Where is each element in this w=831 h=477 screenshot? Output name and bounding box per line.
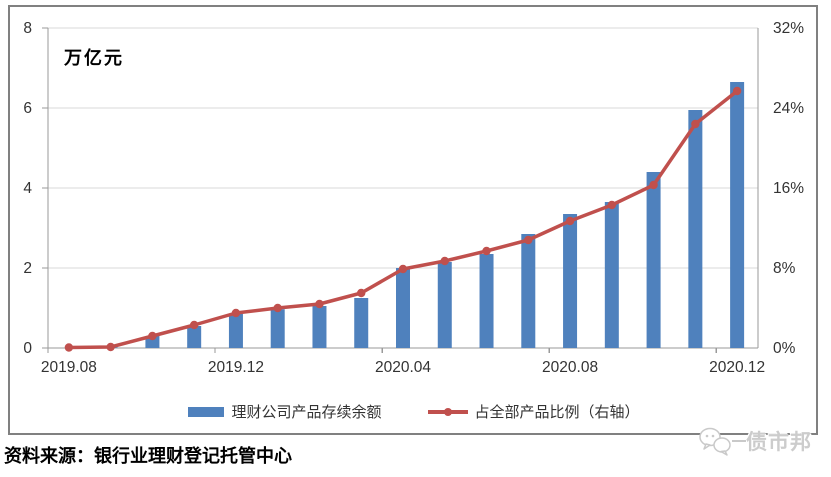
data-point-marker	[148, 331, 157, 341]
bar	[312, 306, 327, 348]
data-point-marker	[691, 119, 700, 129]
bar	[688, 110, 703, 348]
bar	[479, 254, 494, 348]
left-axis-tick-label: 8	[23, 20, 32, 37]
bar	[604, 202, 619, 348]
left-axis-tick-label: 2	[23, 260, 32, 277]
data-point-marker	[357, 288, 366, 298]
legend-item-line-series: 占全部产品比例（右轴）	[427, 401, 640, 422]
right-axis-tick-label: 32%	[773, 20, 804, 37]
x-axis-tick-label: 2019.08	[41, 359, 97, 376]
bar	[228, 314, 243, 348]
bar	[396, 268, 410, 348]
data-point-marker	[565, 216, 575, 226]
left-axis-tick-label: 6	[23, 100, 32, 117]
chart-legend: 理财公司产品存续余额 占全部产品比例（右轴）	[8, 401, 820, 422]
x-axis-tick-label: 2019.12	[208, 359, 264, 376]
bar	[563, 214, 578, 348]
right-axis-tick-label: 8%	[773, 260, 796, 277]
bar	[730, 82, 745, 348]
data-point-marker	[273, 303, 282, 313]
data-point-marker	[189, 320, 199, 330]
chart-border-box	[8, 5, 818, 435]
x-axis-tick-label: 2020.12	[709, 359, 765, 376]
left-axis-tick-label: 4	[23, 180, 32, 197]
bar	[270, 309, 285, 348]
data-point-marker	[440, 256, 449, 266]
data-point-marker	[64, 343, 74, 352]
watermark: 债市邦	[698, 418, 831, 463]
bar	[437, 262, 452, 348]
bar	[187, 326, 202, 348]
wechat-icon	[699, 427, 731, 456]
line-series-swatch-icon	[427, 407, 468, 417]
data-point-marker	[106, 342, 115, 352]
left-axis-tick-label: 0	[23, 340, 32, 357]
data-point-marker	[482, 246, 491, 256]
data-point-marker	[732, 86, 742, 96]
data-point-marker	[315, 299, 324, 309]
right-axis-tick-label: 24%	[773, 100, 804, 117]
right-axis-tick-label: 16%	[773, 180, 804, 197]
legend-item-bar-series: 理财公司产品存续余额	[188, 401, 382, 422]
source-note: 资料来源：银行业理财登记托管中心	[4, 446, 292, 466]
data-point-marker	[607, 200, 617, 210]
bar-series-swatch-icon	[188, 406, 225, 417]
bar	[521, 234, 536, 348]
bar	[145, 336, 160, 348]
watermark-dash	[732, 439, 746, 442]
data-point-marker	[524, 235, 533, 245]
legend-label-bar-series: 理财公司产品存续余额	[231, 404, 382, 421]
watermark-text: 债市邦	[746, 430, 812, 454]
data-point-marker	[649, 180, 658, 190]
x-axis-tick-label: 2020.04	[375, 359, 431, 376]
data-point-marker	[398, 264, 408, 274]
data-point-marker	[231, 308, 241, 318]
bar	[354, 298, 369, 348]
legend-label-line-series: 占全部产品比例（右轴）	[474, 404, 640, 421]
left-axis-unit-label: 万亿元	[64, 48, 124, 68]
right-axis-tick-label: 0%	[773, 340, 796, 357]
bar	[646, 172, 661, 348]
x-axis-tick-label: 2020.08	[542, 359, 598, 376]
